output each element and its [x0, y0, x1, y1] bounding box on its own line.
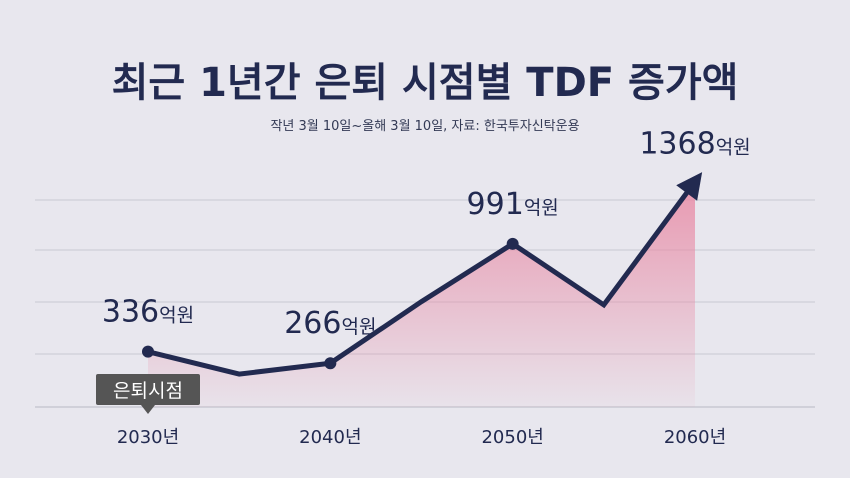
data-label-unit: 억원	[159, 305, 194, 327]
x-tick-label: 2050년	[481, 427, 543, 448]
data-point	[506, 237, 519, 250]
arrow-head-icon	[676, 172, 703, 201]
data-point	[324, 357, 337, 370]
series-area	[148, 181, 695, 407]
tick-layer: 2030년 2040년 2050년 2060년	[117, 427, 726, 448]
data-label-unit: 억원	[716, 137, 751, 159]
x-tick-label: 2030년	[117, 427, 179, 448]
x-tick-label: 2060년	[664, 427, 726, 448]
line-layer	[145, 172, 703, 377]
data-label-unit: 억원	[341, 316, 376, 338]
data-point	[142, 345, 154, 358]
chart-subtitle: 작년 3월 10일~올해 3월 10일, 자료: 한국투자신탁운용	[270, 119, 580, 134]
point-layer	[142, 237, 519, 370]
data-label: 266억원	[284, 306, 376, 341]
data-label-value: 991	[467, 187, 524, 222]
data-label: 336억원	[102, 295, 194, 330]
x-tick-label: 2040년	[299, 427, 361, 448]
retirement-badge-box	[96, 374, 200, 405]
data-label: 991억원	[467, 187, 559, 222]
retirement-badge-text: 은퇴시점	[113, 380, 183, 402]
data-label-unit: 억원	[524, 197, 559, 219]
area-layer	[148, 181, 695, 407]
chart-title: 최근 1년간 은퇴 시점별 TDF 증가액	[111, 60, 739, 106]
data-label-value: 336	[102, 295, 159, 330]
data-label: 1368억원	[639, 127, 750, 162]
data-label-value: 1368	[639, 127, 715, 162]
retirement-badge-pointer	[141, 405, 155, 414]
data-label-value: 266	[284, 306, 341, 341]
retirement-badge: 은퇴시점	[96, 374, 200, 414]
series-line	[145, 179, 698, 377]
